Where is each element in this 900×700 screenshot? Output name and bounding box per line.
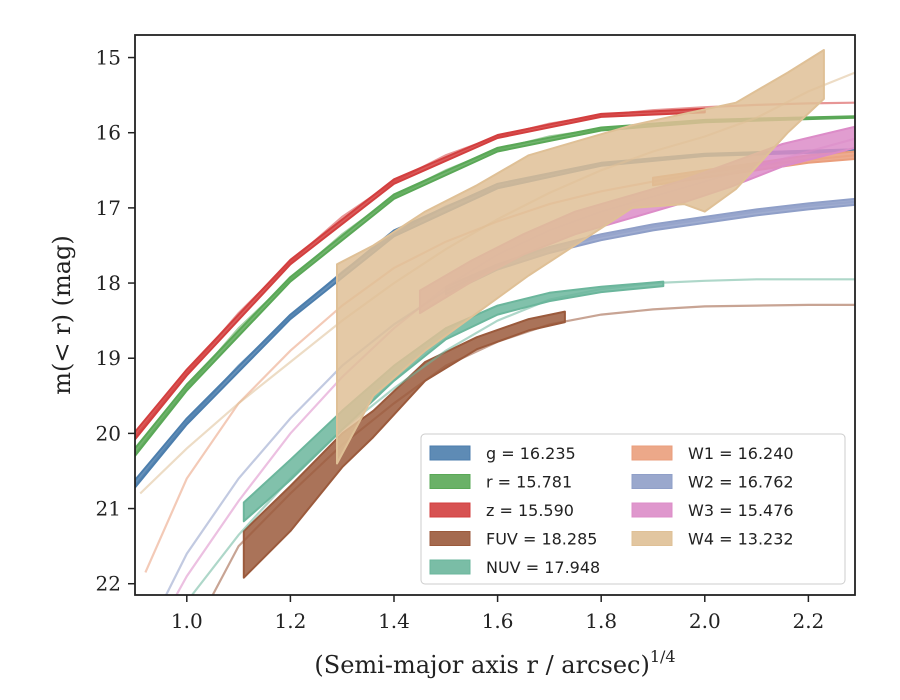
y-axis: 15 16 17 18 19 20 21 22 bbox=[96, 46, 135, 596]
x-tick-label: 1.4 bbox=[378, 609, 410, 633]
legend-swatch bbox=[429, 445, 471, 461]
legend-label: FUV = 18.285 bbox=[486, 530, 597, 549]
legend-swatch bbox=[429, 474, 471, 489]
series-layer bbox=[135, 49, 855, 595]
x-axis: 1.0 1.2 1.4 1.6 1.8 2.0 2.2 bbox=[171, 595, 824, 633]
x-tick-label: 1.8 bbox=[585, 609, 617, 633]
y-tick-label: 17 bbox=[96, 196, 121, 220]
series-r-profile-band bbox=[135, 115, 855, 457]
x-axis-label-text: (Semi-major axis r / arcsec) bbox=[314, 651, 649, 679]
y-axis-label: m(< r) (mag) bbox=[48, 235, 76, 394]
x-tick-label: 2.2 bbox=[792, 609, 824, 633]
legend-label: W2 = 16.762 bbox=[688, 473, 794, 492]
series-w4-profile-band bbox=[336, 49, 825, 465]
legend-item-g: g = 16.235 bbox=[429, 444, 576, 463]
x-tick-label: 1.2 bbox=[274, 609, 306, 633]
legend-swatch bbox=[429, 531, 471, 546]
x-tick-label: 1.0 bbox=[171, 609, 203, 633]
legend-item-w2: W2 = 16.762 bbox=[631, 473, 794, 492]
y-tick-label: 18 bbox=[96, 271, 121, 295]
plot-frame bbox=[134, 34, 856, 596]
legend-item-nuv: NUV = 17.948 bbox=[429, 558, 600, 577]
legend-label: NUV = 17.948 bbox=[486, 558, 600, 577]
legend-item-fuv: FUV = 18.285 bbox=[429, 530, 597, 549]
y-tick-label: 19 bbox=[96, 346, 121, 370]
x-axis-label-exponent: 1/4 bbox=[650, 647, 676, 666]
series-fuv-profile-band bbox=[242, 310, 566, 579]
y-tick-label: 16 bbox=[96, 121, 121, 145]
legend-label: r = 15.781 bbox=[486, 473, 572, 492]
x-tick-label: 1.6 bbox=[482, 609, 514, 633]
legend: g = 16.235 r = 15.781 z = 15.590 FUV = 18.2… bbox=[420, 433, 846, 585]
legend-label: W4 = 13.232 bbox=[688, 530, 794, 549]
legend-label: z = 15.590 bbox=[486, 501, 574, 520]
legend-item-w1: W1 = 16.240 bbox=[631, 444, 794, 463]
x-tick-label: 2.0 bbox=[689, 609, 721, 633]
legend-swatch bbox=[429, 502, 471, 518]
legend-item-r: r = 15.781 bbox=[429, 473, 572, 492]
legend-swatch bbox=[429, 559, 471, 575]
y-tick-label: 22 bbox=[96, 572, 121, 596]
y-tick-label: 15 bbox=[96, 46, 121, 70]
legend-item-z: z = 15.590 bbox=[429, 501, 574, 520]
legend-label: W1 = 16.240 bbox=[688, 444, 794, 463]
y-tick-label: 21 bbox=[96, 497, 121, 521]
x-axis-label: (Semi-major axis r / arcsec)1/4 bbox=[314, 647, 675, 679]
legend-item-w4: W4 = 13.232 bbox=[631, 530, 794, 549]
legend-label: W3 = 15.476 bbox=[688, 501, 794, 520]
legend-label: g = 16.235 bbox=[486, 444, 576, 463]
legend-swatch bbox=[631, 531, 673, 546]
legend-swatch bbox=[631, 502, 673, 518]
legend-swatch bbox=[631, 474, 673, 489]
y-tick-label: 20 bbox=[96, 421, 121, 445]
legend-item-w3: W3 = 15.476 bbox=[631, 501, 794, 520]
legend-swatch bbox=[631, 445, 673, 461]
